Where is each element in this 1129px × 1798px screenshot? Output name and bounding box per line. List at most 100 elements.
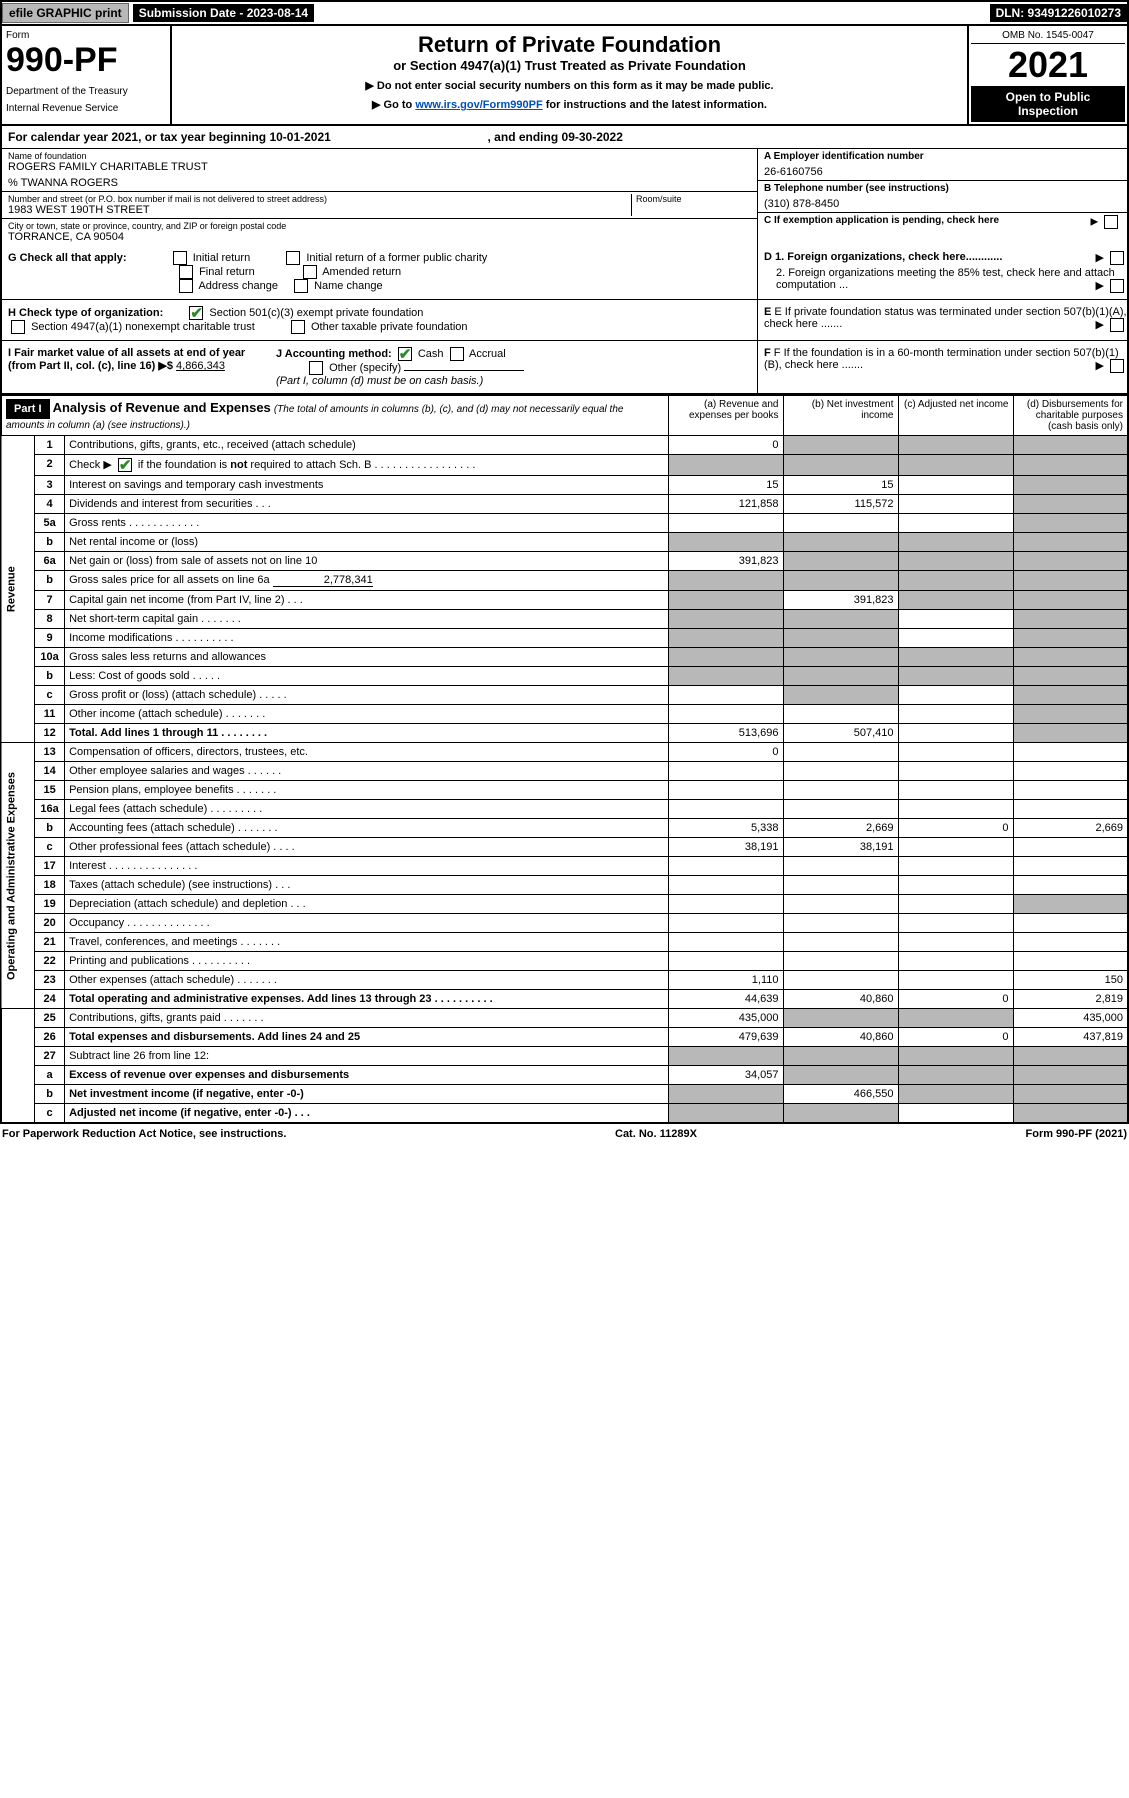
table-row: 4Dividends and interest from securities … [1, 495, 1128, 514]
c-row: C If exemption application is pending, c… [758, 213, 1127, 228]
form-word: Form [6, 30, 166, 41]
g-o5: Address change [198, 280, 278, 292]
city-row: City or town, state or province, country… [2, 219, 757, 245]
irs-link[interactable]: www.irs.gov/Form990PF [415, 99, 542, 111]
calendar-year-row: For calendar year 2021, or tax year begi… [0, 126, 1129, 149]
city-state-zip: TORRANCE, CA 90504 [8, 231, 751, 243]
table-row: 26Total expenses and disbursements. Add … [1, 1028, 1128, 1047]
j-label: J Accounting method: [276, 348, 392, 360]
c-checkbox[interactable] [1104, 215, 1118, 229]
d-section: D 1. Foreign organizations, check here..… [757, 245, 1127, 299]
city-label: City or town, state or province, country… [8, 221, 751, 231]
e-label: E If private foundation status was termi… [764, 306, 1127, 330]
j-accrual-cb[interactable] [450, 347, 464, 361]
cal-begin: For calendar year 2021, or tax year begi… [8, 130, 331, 144]
part1-label: Part I [6, 399, 50, 419]
table-row: 10aGross sales less returns and allowanc… [1, 648, 1128, 667]
open-line1: Open to Public [973, 90, 1123, 104]
table-row: 18Taxes (attach schedule) (see instructi… [1, 876, 1128, 895]
col-d-header: (d) Disbursements for charitable purpose… [1013, 396, 1128, 436]
table-row: 24Total operating and administrative exp… [1, 990, 1128, 1009]
table-row: 15Pension plans, employee benefits . . .… [1, 781, 1128, 800]
table-row: 6aNet gain or (loss) from sale of assets… [1, 552, 1128, 571]
table-row: cGross profit or (loss) (attach schedule… [1, 686, 1128, 705]
form-subtitle: or Section 4947(a)(1) Trust Treated as P… [178, 58, 961, 73]
phone-value: (310) 878-8450 [764, 198, 1121, 210]
table-row: 19Depreciation (attach schedule) and dep… [1, 895, 1128, 914]
table-row: bNet investment income (if negative, ent… [1, 1085, 1128, 1104]
j-cash-cb[interactable] [398, 347, 412, 361]
g-amended-cb[interactable] [303, 265, 317, 279]
g-row: G Check all that apply: Initial return I… [0, 245, 1129, 300]
g-initial-former-cb[interactable] [286, 251, 300, 265]
table-row: 12Total. Add lines 1 through 11 . . . . … [1, 724, 1128, 743]
revenue-label: Revenue [1, 436, 35, 743]
footer-right: Form 990-PF (2021) [1026, 1128, 1127, 1140]
f-section: F F If the foundation is in a 60-month t… [757, 341, 1127, 393]
ij-row: I Fair market value of all assets at end… [0, 341, 1129, 395]
table-row: 9Income modifications . . . . . . . . . … [1, 629, 1128, 648]
table-row: 23Other expenses (attach schedule) . . .… [1, 971, 1128, 990]
g-address-cb[interactable] [179, 279, 193, 293]
g-label: G Check all that apply: [8, 252, 127, 264]
table-row: cAdjusted net income (if negative, enter… [1, 1104, 1128, 1124]
table-row: 22Printing and publications . . . . . . … [1, 952, 1128, 971]
f-label: F If the foundation is in a 60-month ter… [764, 347, 1119, 371]
table-row: bGross sales price for all assets on lin… [1, 571, 1128, 591]
note-link: ▶ Go to www.irs.gov/Form990PF for instru… [178, 98, 961, 111]
page-footer: For Paperwork Reduction Act Notice, see … [0, 1124, 1129, 1144]
table-row: bNet rental income or (loss) [1, 533, 1128, 552]
col-b-header: (b) Net investment income [783, 396, 898, 436]
table-row: 21Travel, conferences, and meetings . . … [1, 933, 1128, 952]
g-initial-cb[interactable] [173, 251, 187, 265]
h-4947-cb[interactable] [11, 320, 25, 334]
table-row: cOther professional fees (attach schedul… [1, 838, 1128, 857]
j-accrual: Accrual [469, 348, 506, 360]
table-row: 8Net short-term capital gain . . . . . .… [1, 610, 1128, 629]
g-o1: Initial return [193, 252, 250, 264]
d2-label: 2. Foreign organizations meeting the 85%… [776, 267, 1115, 291]
h-other-cb[interactable] [291, 320, 305, 334]
j-note: (Part I, column (d) must be on cash basi… [276, 375, 483, 387]
g-final-cb[interactable] [179, 265, 193, 279]
j-other-cb[interactable] [309, 361, 323, 375]
g-o4: Amended return [322, 266, 401, 278]
e-section: E E If private foundation status was ter… [757, 300, 1127, 340]
omb-number: OMB No. 1545-0047 [971, 28, 1125, 44]
table-row: 7Capital gain net income (from Part IV, … [1, 591, 1128, 610]
table-row: Operating and Administrative Expenses13C… [1, 743, 1128, 762]
d2-cb[interactable] [1110, 279, 1124, 293]
entity-block: Name of foundation ROGERS FAMILY CHARITA… [0, 149, 1129, 245]
e-cb[interactable] [1110, 318, 1124, 332]
table-row: bLess: Cost of goods sold . . . . . [1, 667, 1128, 686]
g-name-cb[interactable] [294, 279, 308, 293]
h-o2: Section 4947(a)(1) nonexempt charitable … [31, 321, 255, 333]
d1-cb[interactable] [1110, 251, 1124, 265]
table-row: bAccounting fees (attach schedule) . . .… [1, 819, 1128, 838]
h-501c3-cb[interactable] [189, 306, 203, 320]
table-row: 27Subtract line 26 from line 12: [1, 1047, 1128, 1066]
schb-cb[interactable] [118, 458, 132, 472]
a-label: A Employer identification number [764, 151, 1121, 162]
part1-title: Analysis of Revenue and Expenses [53, 400, 271, 415]
part1-table: Part I Analysis of Revenue and Expenses … [0, 395, 1129, 1124]
ein-row: A Employer identification number 26-6160… [758, 149, 1127, 181]
footer-mid: Cat. No. 11289X [615, 1128, 697, 1140]
b-label: B Telephone number (see instructions) [764, 183, 1121, 194]
table-row: 20Occupancy . . . . . . . . . . . . . . [1, 914, 1128, 933]
f-cb[interactable] [1110, 359, 1124, 373]
table-row: 14Other employee salaries and wages . . … [1, 762, 1128, 781]
open-line2: Inspection [973, 104, 1123, 118]
j-other: Other (specify) [329, 362, 401, 374]
table-row: aExcess of revenue over expenses and dis… [1, 1066, 1128, 1085]
h-row: H Check type of organization: Section 50… [0, 300, 1129, 341]
addr-label: Number and street (or P.O. box number if… [8, 194, 631, 204]
irs-label: Internal Revenue Service [6, 103, 166, 114]
col-a-header: (a) Revenue and expenses per books [668, 396, 783, 436]
name-label: Name of foundation [8, 151, 751, 161]
foundation-name: ROGERS FAMILY CHARITABLE TRUST [8, 161, 751, 173]
footer-left: For Paperwork Reduction Act Notice, see … [2, 1128, 286, 1140]
efile-button[interactable]: efile GRAPHIC print [2, 3, 129, 23]
phone-row: B Telephone number (see instructions) (3… [758, 181, 1127, 213]
d1-label: D 1. Foreign organizations, check here..… [764, 251, 1002, 263]
